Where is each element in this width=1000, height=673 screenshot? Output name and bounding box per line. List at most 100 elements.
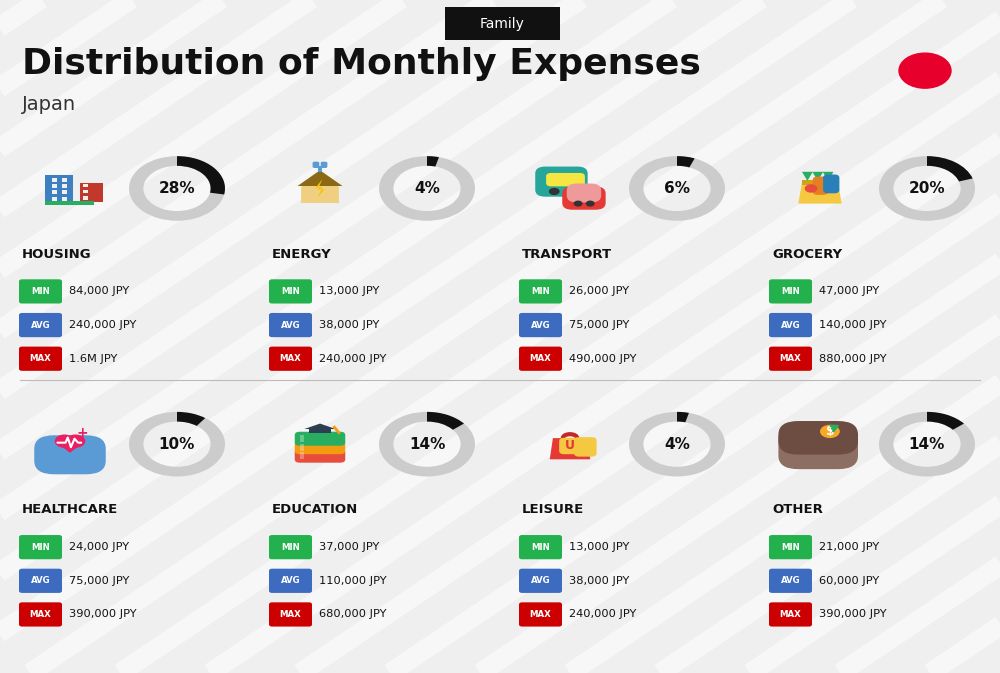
Text: MIN: MIN	[281, 287, 300, 296]
FancyBboxPatch shape	[62, 178, 67, 182]
Text: MIN: MIN	[31, 542, 50, 552]
FancyBboxPatch shape	[535, 167, 588, 197]
FancyBboxPatch shape	[19, 602, 62, 627]
Wedge shape	[379, 412, 475, 476]
FancyBboxPatch shape	[300, 444, 304, 451]
Text: 240,000 JPY: 240,000 JPY	[569, 610, 636, 619]
FancyBboxPatch shape	[321, 162, 327, 168]
Circle shape	[569, 188, 580, 195]
FancyBboxPatch shape	[269, 279, 312, 304]
Text: 140,000 JPY: 140,000 JPY	[819, 320, 887, 330]
Text: 10%: 10%	[159, 437, 195, 452]
Text: 38,000 JPY: 38,000 JPY	[319, 320, 379, 330]
Circle shape	[805, 184, 817, 192]
Text: 28%: 28%	[159, 181, 195, 196]
FancyBboxPatch shape	[769, 569, 812, 593]
Text: Family: Family	[480, 17, 524, 30]
Text: MAX: MAX	[530, 354, 551, 363]
FancyBboxPatch shape	[83, 184, 88, 187]
Wedge shape	[129, 156, 225, 221]
Wedge shape	[879, 412, 975, 476]
Polygon shape	[298, 170, 342, 186]
Polygon shape	[802, 172, 813, 181]
FancyBboxPatch shape	[769, 279, 812, 304]
Polygon shape	[57, 443, 84, 453]
FancyBboxPatch shape	[769, 535, 812, 559]
Text: OTHER: OTHER	[772, 503, 823, 516]
Wedge shape	[879, 156, 975, 221]
Text: MIN: MIN	[781, 542, 800, 552]
FancyBboxPatch shape	[34, 435, 106, 474]
Circle shape	[66, 435, 85, 448]
Text: 240,000 JPY: 240,000 JPY	[319, 354, 386, 363]
Wedge shape	[927, 412, 964, 430]
Text: Japan: Japan	[22, 95, 76, 114]
Text: LEISURE: LEISURE	[522, 503, 584, 516]
FancyBboxPatch shape	[73, 197, 78, 200]
Text: MAX: MAX	[280, 610, 301, 619]
Text: 880,000 JPY: 880,000 JPY	[819, 354, 887, 363]
FancyBboxPatch shape	[778, 421, 858, 455]
Text: AVG: AVG	[31, 320, 50, 330]
Text: 84,000 JPY: 84,000 JPY	[69, 287, 129, 296]
FancyBboxPatch shape	[519, 569, 562, 593]
Polygon shape	[812, 172, 823, 181]
FancyBboxPatch shape	[52, 184, 57, 188]
Text: 490,000 JPY: 490,000 JPY	[569, 354, 637, 363]
Text: +: +	[77, 425, 88, 439]
Text: 75,000 JPY: 75,000 JPY	[569, 320, 629, 330]
FancyBboxPatch shape	[300, 435, 304, 442]
Text: 1.6M JPY: 1.6M JPY	[69, 354, 117, 363]
FancyBboxPatch shape	[769, 313, 812, 337]
Text: 390,000 JPY: 390,000 JPY	[819, 610, 887, 619]
Text: MAX: MAX	[280, 354, 301, 363]
Text: 4%: 4%	[414, 181, 440, 196]
FancyBboxPatch shape	[519, 347, 562, 371]
Polygon shape	[550, 438, 590, 459]
FancyBboxPatch shape	[823, 174, 839, 193]
Text: AVG: AVG	[281, 320, 300, 330]
Text: ENERGY: ENERGY	[272, 248, 332, 260]
Circle shape	[586, 201, 595, 207]
Text: MAX: MAX	[30, 354, 51, 363]
Text: 14%: 14%	[909, 437, 945, 452]
FancyBboxPatch shape	[778, 425, 858, 469]
Text: AVG: AVG	[531, 320, 550, 330]
FancyBboxPatch shape	[52, 197, 57, 201]
FancyBboxPatch shape	[559, 438, 581, 454]
FancyBboxPatch shape	[300, 452, 304, 459]
FancyBboxPatch shape	[269, 347, 312, 371]
Text: 60,000 JPY: 60,000 JPY	[819, 576, 879, 586]
FancyBboxPatch shape	[519, 602, 562, 627]
FancyBboxPatch shape	[45, 201, 94, 205]
FancyBboxPatch shape	[269, 569, 312, 593]
FancyBboxPatch shape	[269, 602, 312, 627]
FancyBboxPatch shape	[19, 535, 62, 559]
Circle shape	[899, 53, 951, 88]
Text: 75,000 JPY: 75,000 JPY	[69, 576, 129, 586]
FancyBboxPatch shape	[19, 347, 62, 371]
Text: MAX: MAX	[780, 610, 801, 619]
Text: AVG: AVG	[531, 576, 550, 586]
Text: HEALTHCARE: HEALTHCARE	[22, 503, 118, 516]
Wedge shape	[629, 156, 725, 221]
Circle shape	[574, 201, 583, 207]
Text: 47,000 JPY: 47,000 JPY	[819, 287, 879, 296]
FancyBboxPatch shape	[83, 190, 88, 193]
FancyBboxPatch shape	[62, 184, 67, 188]
FancyBboxPatch shape	[567, 184, 601, 203]
Text: 21,000 JPY: 21,000 JPY	[819, 542, 879, 552]
FancyBboxPatch shape	[519, 313, 562, 337]
Wedge shape	[927, 156, 973, 182]
FancyBboxPatch shape	[567, 173, 585, 186]
Wedge shape	[677, 412, 689, 422]
FancyBboxPatch shape	[52, 190, 57, 194]
Text: 680,000 JPY: 680,000 JPY	[319, 610, 386, 619]
Text: MAX: MAX	[530, 610, 551, 619]
FancyBboxPatch shape	[73, 184, 78, 187]
Text: 24,000 JPY: 24,000 JPY	[69, 542, 129, 552]
Polygon shape	[301, 173, 339, 203]
FancyBboxPatch shape	[318, 166, 322, 172]
FancyBboxPatch shape	[562, 186, 606, 210]
FancyBboxPatch shape	[313, 162, 319, 168]
